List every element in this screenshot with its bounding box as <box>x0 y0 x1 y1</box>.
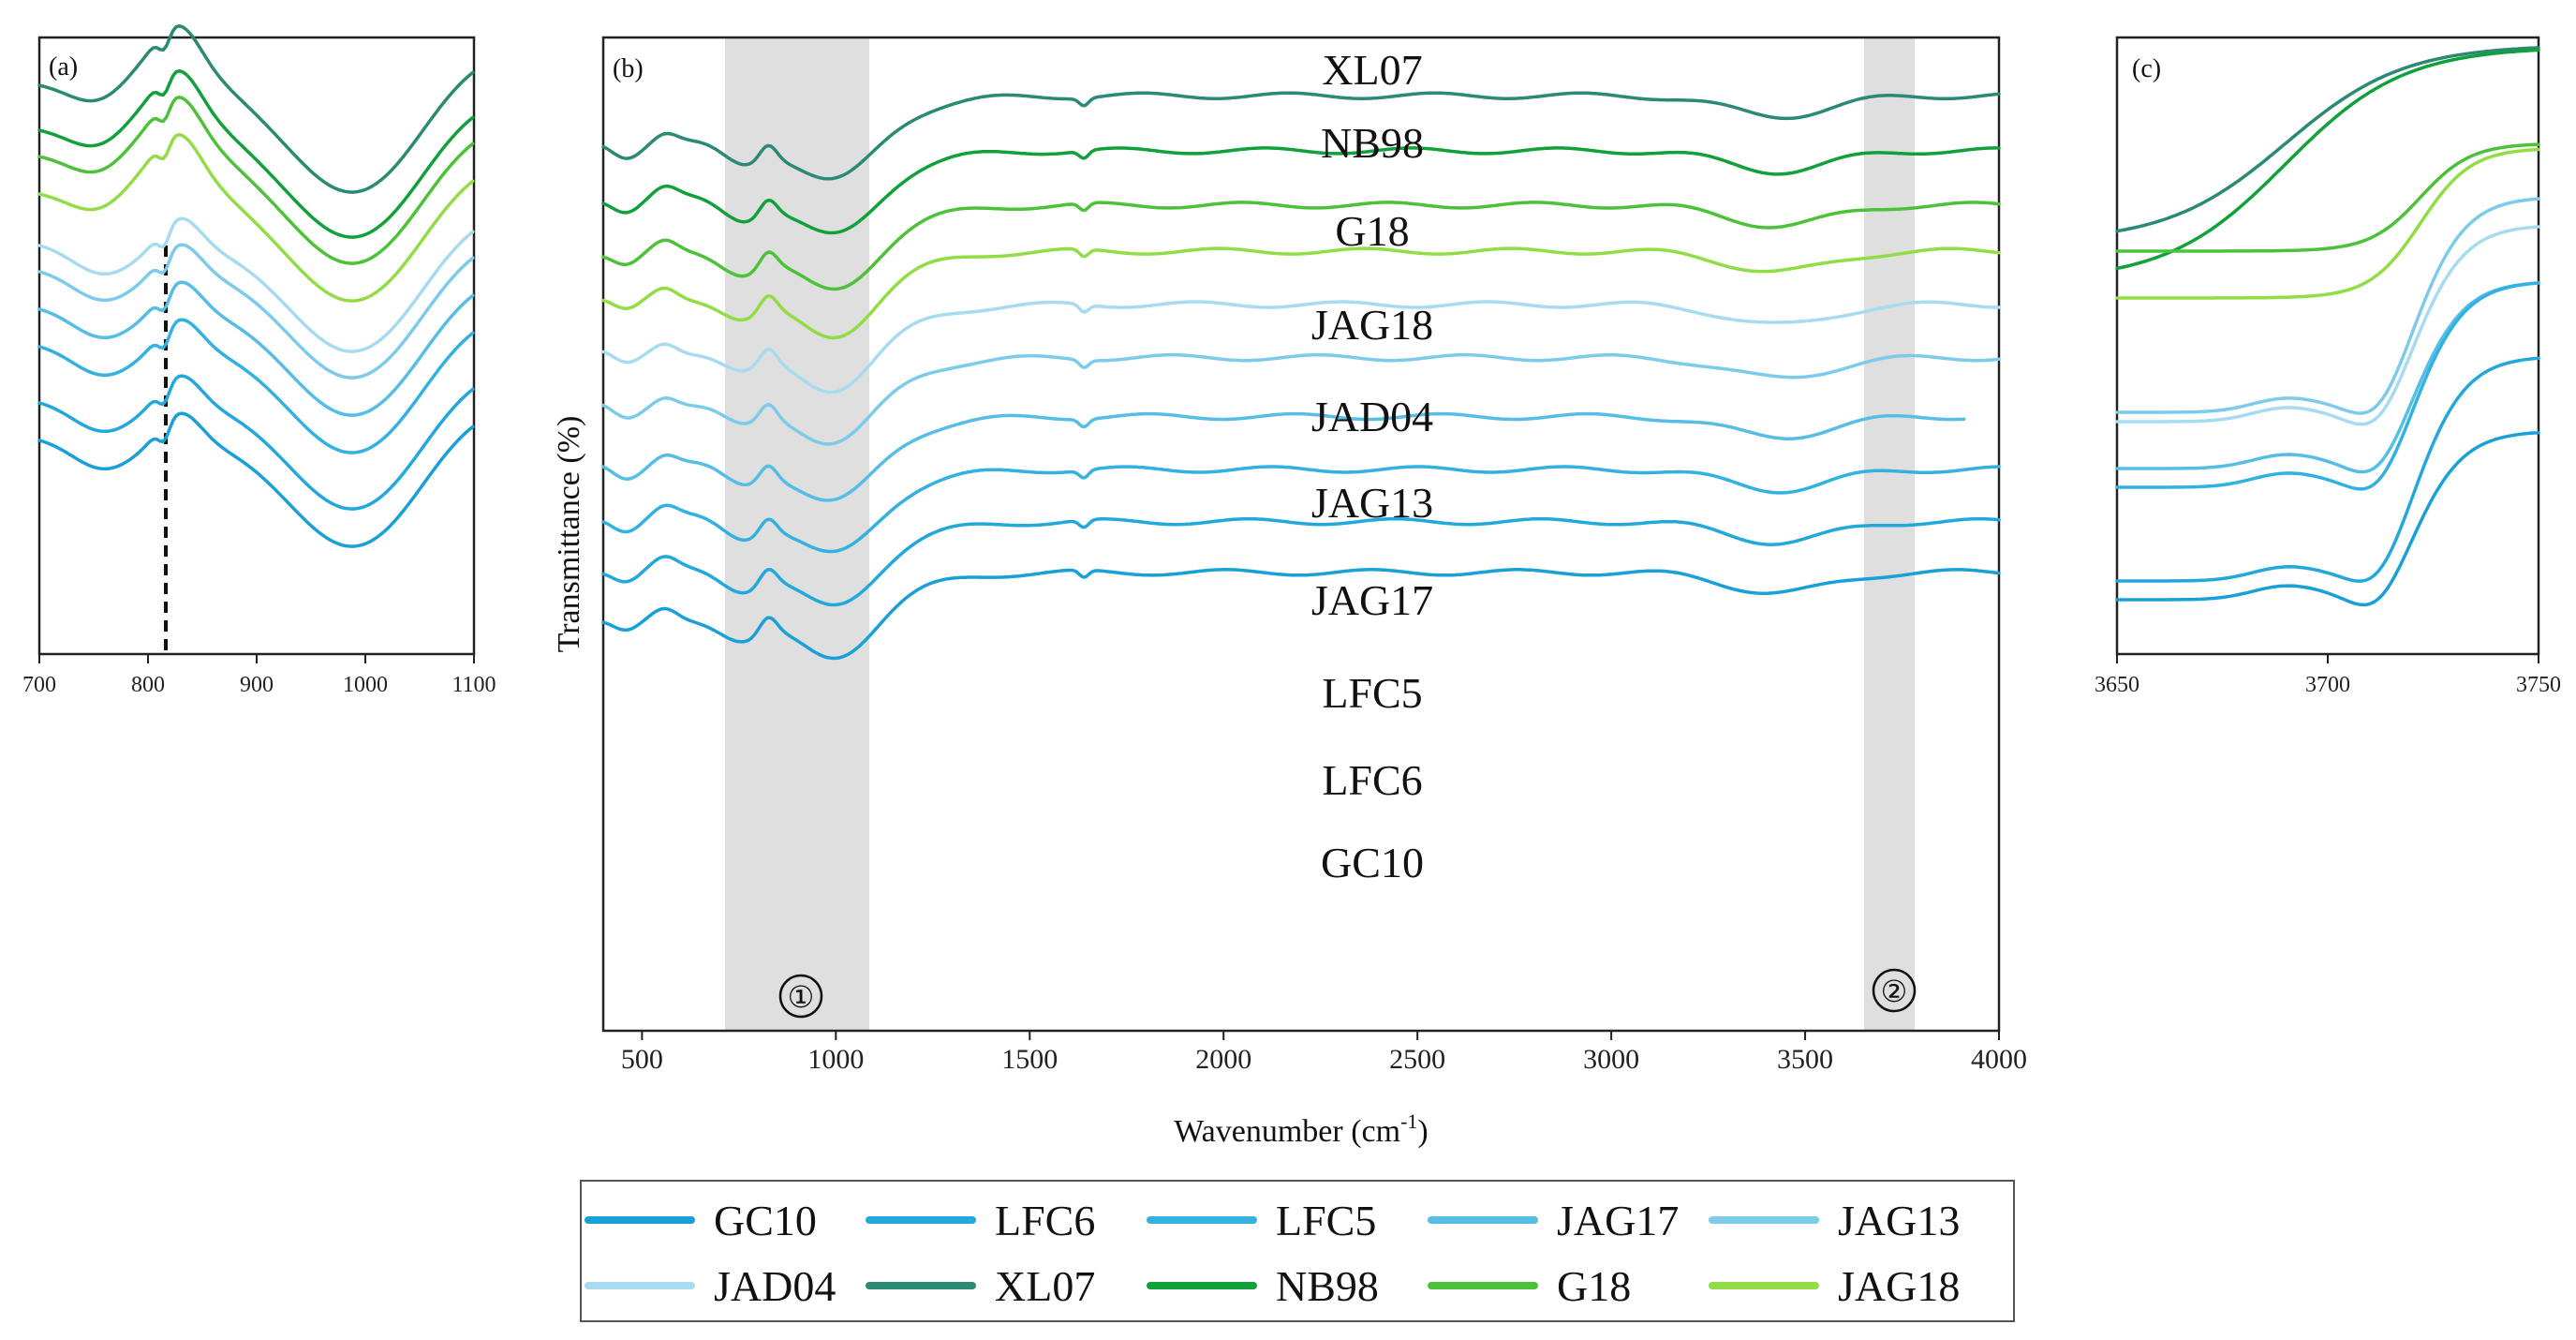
region-2-marker <box>1872 968 1917 1013</box>
panel-b-label: (b) <box>613 54 644 83</box>
x-tick-label: 2500 <box>1389 1044 1445 1075</box>
legend: GC10 LFC6 LFC5 JAG17 JAG13 JAD04 XL07 NB98 G18 JA… <box>580 1180 2015 1322</box>
panel-c: (c) <box>2115 36 2540 656</box>
zoom-c-jag18 <box>2115 147 2540 300</box>
region-2-label: ② <box>1881 975 1908 1008</box>
shaded-region-2 <box>1864 37 1915 1031</box>
region-1-marker <box>778 974 823 1019</box>
zoom-c-jag13 <box>2115 197 2540 415</box>
x-tick-label: 500 <box>621 1044 663 1075</box>
series-label-lfc5: LFC5 <box>1322 669 1422 717</box>
legend-label-lfc5: LFC5 <box>1276 1197 1376 1244</box>
series-label-jag13: JAG13 <box>1311 479 1433 527</box>
series-label-jag17: JAG17 <box>1311 576 1433 624</box>
y-axis-label: Transmittance (%) <box>552 416 586 653</box>
zoom-c-jad04 <box>2115 225 2540 426</box>
x-tick-label: 1000 <box>343 673 388 697</box>
x-tick-label: 2000 <box>1195 1044 1251 1075</box>
spectrum-jad04 <box>601 300 2001 395</box>
x-tick-label: 3500 <box>1777 1044 1833 1075</box>
zoom-a-nb98 <box>37 68 475 239</box>
zoom-c-lfc5 <box>2115 281 2540 491</box>
legend-label-jag13: JAG13 <box>1838 1197 1960 1244</box>
zoom-c-lfc6 <box>2115 356 2540 583</box>
zoom-c-nb98 <box>2115 48 2540 271</box>
legend-frame <box>580 1180 2015 1322</box>
x-tick-label: 4000 <box>1971 1044 2027 1075</box>
panel-a-label: (a) <box>49 52 78 82</box>
legend-label-g18: G18 <box>1557 1262 1631 1310</box>
x-axis-label: Wavenumber (cm-1) <box>1174 1109 1428 1149</box>
spectrum-gc10 <box>601 568 2001 661</box>
x-tick-label: 3750 <box>2516 673 2561 697</box>
panel-c-label: (c) <box>2132 54 2161 83</box>
spectrum-lfc6 <box>601 516 2001 607</box>
panel-a: (a) <box>37 36 476 656</box>
legend-label-xl07: XL07 <box>995 1262 1095 1310</box>
x-tick-label: 1000 <box>807 1044 864 1075</box>
shaded-region-1 <box>725 37 869 1031</box>
zoom-a-lfc5 <box>37 318 475 454</box>
legend-label-lfc6: LFC6 <box>995 1197 1095 1244</box>
region-1-label: ① <box>788 980 815 1014</box>
zoom-a-jag13 <box>37 243 475 380</box>
zoom-a-jag18 <box>37 132 475 303</box>
panel-a-frame <box>37 36 476 656</box>
x-tick-label: 700 <box>22 673 56 697</box>
zoom-a-lfc6 <box>37 374 475 511</box>
series-label-g18: G18 <box>1335 207 1409 255</box>
series-label-xl07: XL07 <box>1322 46 1422 94</box>
zoom-c-xl07 <box>2115 46 2540 233</box>
panel-b-frame <box>601 36 2001 1033</box>
spectrum-jag18 <box>601 246 2001 340</box>
x-tick-label: 1100 <box>452 673 496 697</box>
zoom-c-g18 <box>2115 142 2540 253</box>
series-label-gc10: GC10 <box>1321 839 1424 886</box>
zoom-c-jag17 <box>2115 281 2540 474</box>
legend-label-nb98: NB98 <box>1276 1262 1379 1310</box>
zoom-c-gc10 <box>2115 430 2540 607</box>
spectrum-jag13 <box>601 352 2001 446</box>
x-tick-label: 3000 <box>1583 1044 1639 1075</box>
legend-label-gc10: GC10 <box>714 1197 817 1244</box>
x-tick-label: 3650 <box>2095 673 2139 697</box>
legend-label-jag18: JAG18 <box>1838 1262 1960 1310</box>
zoom-a-g18 <box>37 95 475 265</box>
series-label-lfc6: LFC6 <box>1322 756 1422 804</box>
spectrum-nb98 <box>601 146 2001 235</box>
series-label-nb98: NB98 <box>1321 119 1424 167</box>
x-tick-label: 800 <box>131 673 165 697</box>
spectrum-jag17 <box>601 411 1966 502</box>
series-label-jag18: JAG18 <box>1311 301 1433 349</box>
zoom-a-gc10 <box>37 411 475 548</box>
zoom-a-jad04 <box>37 216 475 353</box>
x-tick-label: 900 <box>240 673 274 697</box>
zoom-a-jag17 <box>37 280 475 417</box>
series-label-jad04: JAD04 <box>1311 393 1433 440</box>
spectrum-lfc5 <box>601 465 2001 554</box>
spectrum-xl07 <box>601 91 2001 181</box>
legend-label-jad04: JAD04 <box>714 1262 836 1310</box>
zoom-a-xl07 <box>37 23 475 194</box>
x-tick-label: 3700 <box>2305 673 2350 697</box>
legend-label-jag17: JAG17 <box>1557 1197 1679 1244</box>
x-tick-label: 1500 <box>1001 1044 1058 1075</box>
panel-c-frame <box>2115 36 2540 656</box>
panel-b: (b) ① ② Transmittance (%) Wavenumber (cm… <box>552 36 2001 1149</box>
spectrum-g18 <box>601 201 2001 291</box>
